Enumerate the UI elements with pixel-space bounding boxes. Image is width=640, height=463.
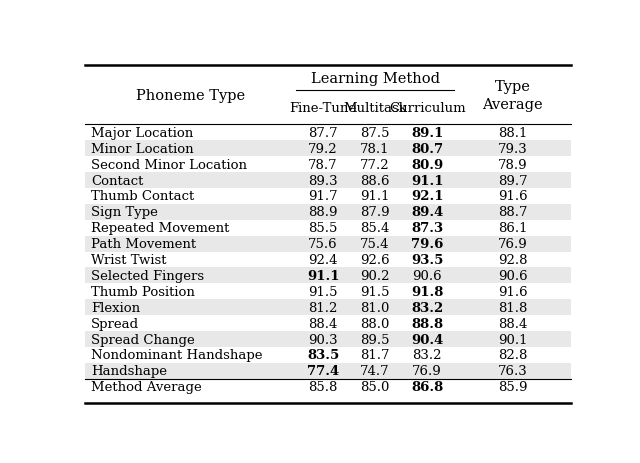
Text: 92.1: 92.1: [411, 190, 444, 203]
Text: 86.8: 86.8: [411, 381, 444, 394]
Text: 89.5: 89.5: [360, 333, 390, 346]
Text: 78.7: 78.7: [308, 158, 338, 171]
Text: 74.7: 74.7: [360, 364, 390, 377]
Text: 88.9: 88.9: [308, 206, 338, 219]
Text: 87.9: 87.9: [360, 206, 390, 219]
Bar: [85, 236, 571, 252]
Text: 92.4: 92.4: [308, 253, 338, 266]
Text: 76.9: 76.9: [498, 238, 527, 250]
Text: 80.9: 80.9: [411, 158, 444, 171]
Text: Flexion: Flexion: [91, 301, 140, 314]
Text: 90.6: 90.6: [498, 269, 527, 282]
Text: 81.8: 81.8: [498, 301, 527, 314]
Text: 91.5: 91.5: [360, 285, 390, 298]
Text: Second Minor Location: Second Minor Location: [91, 158, 247, 171]
Text: Handshape: Handshape: [91, 364, 167, 377]
Text: Wrist Twist: Wrist Twist: [91, 253, 166, 266]
Text: Thumb Contact: Thumb Contact: [91, 190, 194, 203]
Text: 85.0: 85.0: [360, 381, 390, 394]
Text: Selected Fingers: Selected Fingers: [91, 269, 204, 282]
Text: 91.1: 91.1: [411, 174, 444, 187]
Text: Repeated Movement: Repeated Movement: [91, 222, 229, 235]
Text: 87.3: 87.3: [411, 222, 444, 235]
Text: 89.7: 89.7: [498, 174, 527, 187]
Text: 75.4: 75.4: [360, 238, 390, 250]
Text: 90.6: 90.6: [412, 269, 442, 282]
Text: 83.2: 83.2: [411, 301, 444, 314]
Bar: [85, 332, 571, 347]
Text: 87.7: 87.7: [308, 126, 338, 139]
Text: 88.4: 88.4: [498, 317, 527, 330]
Text: Curriculum: Curriculum: [389, 101, 465, 114]
Text: Multitask: Multitask: [343, 101, 407, 114]
Text: 75.6: 75.6: [308, 238, 338, 250]
Text: 91.7: 91.7: [308, 190, 338, 203]
Text: 89.3: 89.3: [308, 174, 338, 187]
Text: 88.0: 88.0: [360, 317, 390, 330]
Text: 81.7: 81.7: [360, 349, 390, 362]
Text: Spread: Spread: [91, 317, 139, 330]
Text: 91.5: 91.5: [308, 285, 338, 298]
Text: 89.1: 89.1: [411, 126, 444, 139]
Bar: [85, 268, 571, 284]
Bar: [85, 173, 571, 188]
Text: 77.4: 77.4: [307, 364, 339, 377]
Text: Sign Type: Sign Type: [91, 206, 158, 219]
Text: Minor Location: Minor Location: [91, 143, 193, 156]
Text: Method Average: Method Average: [91, 381, 202, 394]
Text: 81.2: 81.2: [308, 301, 338, 314]
Bar: [85, 205, 571, 220]
Text: 88.7: 88.7: [498, 206, 527, 219]
Bar: [85, 141, 571, 157]
Bar: [85, 300, 571, 315]
Text: 92.8: 92.8: [498, 253, 527, 266]
Text: Learning Method: Learning Method: [310, 71, 440, 85]
Text: Type
Average: Type Average: [483, 80, 543, 111]
Text: 91.1: 91.1: [307, 269, 339, 282]
Text: 88.1: 88.1: [498, 126, 527, 139]
Text: 79.6: 79.6: [411, 238, 444, 250]
Text: Path Movement: Path Movement: [91, 238, 196, 250]
Bar: [85, 363, 571, 379]
Text: 76.9: 76.9: [412, 364, 442, 377]
Text: 77.2: 77.2: [360, 158, 390, 171]
Text: 93.5: 93.5: [411, 253, 444, 266]
Text: Phoneme Type: Phoneme Type: [136, 89, 245, 103]
Text: 92.6: 92.6: [360, 253, 390, 266]
Text: 78.9: 78.9: [498, 158, 527, 171]
Text: 85.9: 85.9: [498, 381, 527, 394]
Text: Major Location: Major Location: [91, 126, 193, 139]
Text: 83.5: 83.5: [307, 349, 339, 362]
Text: Fine-Tune: Fine-Tune: [289, 101, 356, 114]
Text: 76.3: 76.3: [498, 364, 527, 377]
Text: 90.1: 90.1: [498, 333, 527, 346]
Text: 88.4: 88.4: [308, 317, 338, 330]
Text: 87.5: 87.5: [360, 126, 390, 139]
Text: 82.8: 82.8: [498, 349, 527, 362]
Text: Thumb Position: Thumb Position: [91, 285, 195, 298]
Text: 85.4: 85.4: [360, 222, 390, 235]
Text: 91.1: 91.1: [360, 190, 390, 203]
Text: 91.8: 91.8: [411, 285, 444, 298]
Text: 89.4: 89.4: [411, 206, 444, 219]
Text: 85.8: 85.8: [308, 381, 338, 394]
Text: 78.1: 78.1: [360, 143, 390, 156]
Text: Contact: Contact: [91, 174, 143, 187]
Text: 90.3: 90.3: [308, 333, 338, 346]
Text: 85.5: 85.5: [308, 222, 338, 235]
Text: 86.1: 86.1: [498, 222, 527, 235]
Text: 91.6: 91.6: [498, 190, 527, 203]
Text: 90.2: 90.2: [360, 269, 390, 282]
Text: 83.2: 83.2: [412, 349, 442, 362]
Text: 88.6: 88.6: [360, 174, 390, 187]
Text: 81.0: 81.0: [360, 301, 390, 314]
Text: 91.6: 91.6: [498, 285, 527, 298]
Text: 80.7: 80.7: [411, 143, 444, 156]
Text: Spread Change: Spread Change: [91, 333, 195, 346]
Text: Nondominant Handshape: Nondominant Handshape: [91, 349, 262, 362]
Text: 90.4: 90.4: [411, 333, 444, 346]
Text: 79.3: 79.3: [498, 143, 527, 156]
Text: 88.8: 88.8: [411, 317, 444, 330]
Text: 79.2: 79.2: [308, 143, 338, 156]
